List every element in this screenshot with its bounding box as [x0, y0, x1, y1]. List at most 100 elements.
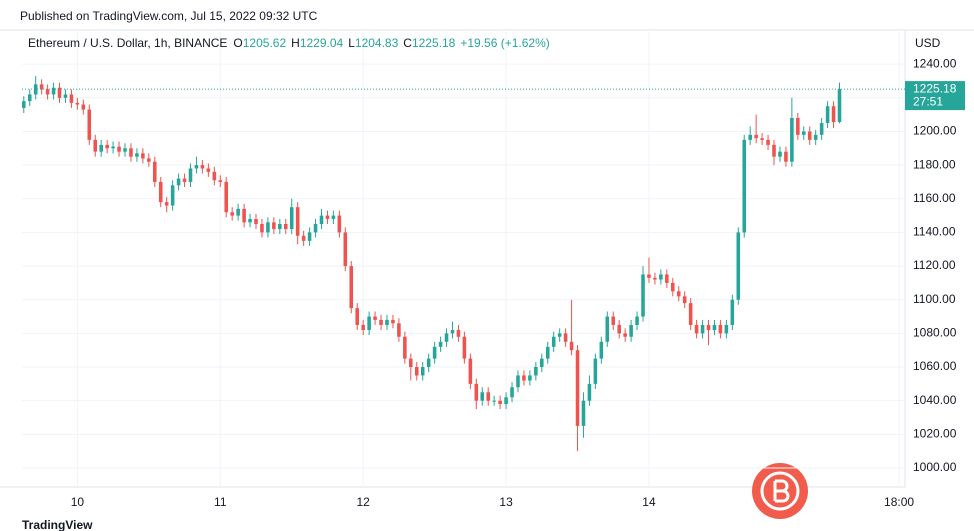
y-tick-label: 1140.00 — [913, 225, 956, 239]
legend-key: L — [348, 36, 355, 50]
candle-body — [200, 165, 205, 169]
candle-body — [361, 324, 365, 331]
candle-body — [248, 218, 252, 223]
candle-body — [39, 84, 44, 90]
legend-key: O — [233, 36, 242, 50]
candle-body — [569, 341, 574, 351]
candle-body — [456, 330, 461, 337]
candle-body — [778, 151, 782, 157]
candle-body — [409, 358, 413, 368]
candle-body — [742, 139, 747, 233]
candle-body — [129, 148, 133, 157]
x-tick-label: 18:00 — [884, 495, 914, 509]
candle-body — [593, 358, 598, 384]
countdown: 27:51 — [913, 94, 943, 108]
candle-body — [164, 202, 169, 206]
candle-body — [212, 171, 217, 181]
candle-body — [266, 222, 270, 233]
candle-body — [724, 324, 729, 334]
candle-body — [289, 207, 294, 230]
candle-body — [801, 131, 806, 135]
candle-body — [641, 274, 645, 317]
currency: USD — [915, 36, 941, 50]
candle-body — [676, 291, 681, 297]
candle-body — [111, 146, 115, 149]
legend-value: 1229.04 — [300, 36, 344, 50]
candle-body — [152, 161, 157, 182]
last-price-box — [905, 81, 965, 111]
candle-body — [141, 153, 145, 159]
candle-body — [754, 134, 758, 139]
candle-body — [766, 139, 770, 145]
candle-body — [474, 383, 479, 401]
candle-body — [671, 282, 675, 292]
candle-body — [403, 336, 407, 359]
candle-body — [420, 367, 425, 376]
y-tick-label: 1000.00 — [913, 460, 957, 474]
candle-body — [772, 144, 776, 157]
candle-body — [236, 208, 240, 216]
candle-body — [69, 94, 74, 103]
candle-body — [700, 324, 705, 334]
y-tick-label: 1060.00 — [913, 359, 957, 373]
candle-body — [819, 123, 824, 135]
legend-key: H — [291, 36, 300, 50]
candle-body — [75, 102, 80, 105]
candle-body — [93, 139, 98, 152]
watermark-logo — [752, 463, 808, 519]
candle-body — [730, 299, 735, 325]
candle-body — [242, 208, 246, 223]
candle-body — [218, 180, 223, 182]
candle-body — [343, 232, 348, 267]
candle-body — [260, 224, 264, 233]
y-tick-label: 1240.00 — [913, 56, 957, 70]
candle-body — [784, 151, 788, 162]
candle-body — [528, 375, 532, 381]
legend-value: 1204.83 — [355, 36, 399, 50]
candle-body — [534, 367, 538, 376]
candle-body — [647, 274, 651, 278]
candle-body — [319, 215, 324, 225]
legend-change: +19.56 (+1.62%) — [460, 36, 549, 50]
candle-body — [176, 178, 181, 186]
candle-body — [278, 224, 282, 230]
brand: TradingView — [22, 518, 93, 531]
candle-body — [426, 358, 431, 368]
candle-body — [206, 168, 211, 172]
candle-body — [188, 168, 193, 182]
y-tick-label: 1080.00 — [913, 326, 957, 340]
candle-body — [450, 330, 455, 334]
candle-body — [540, 358, 544, 368]
candle-body — [301, 235, 306, 241]
candle-body — [57, 87, 62, 98]
candle-body — [599, 341, 604, 359]
candle-body — [230, 212, 234, 216]
candle-body — [617, 324, 621, 334]
candle-body — [391, 319, 395, 324]
candle-body — [587, 383, 592, 401]
candle-body — [325, 215, 330, 219]
y-tick-label: 1100.00 — [913, 292, 956, 306]
candle-body — [557, 333, 562, 337]
legend-key: C — [403, 36, 412, 50]
candle-body — [712, 324, 717, 331]
candle-body — [313, 224, 318, 233]
candle-body — [807, 131, 812, 140]
candle-body — [224, 181, 229, 213]
candle-body — [682, 296, 687, 304]
candle-body — [504, 397, 508, 405]
y-tick-label: 1160.00 — [913, 191, 956, 205]
candle-body — [283, 224, 288, 230]
candle-body — [462, 336, 467, 359]
candle-body — [194, 165, 199, 169]
candle-body — [629, 324, 633, 337]
candle-body — [63, 94, 68, 98]
candle-body — [498, 400, 502, 405]
y-tick-label: 1200.00 — [913, 124, 957, 138]
candle-body — [718, 324, 723, 334]
candle-body — [468, 358, 473, 384]
candle-body — [170, 185, 175, 206]
last-price-label: 1225.18 — [913, 81, 957, 95]
